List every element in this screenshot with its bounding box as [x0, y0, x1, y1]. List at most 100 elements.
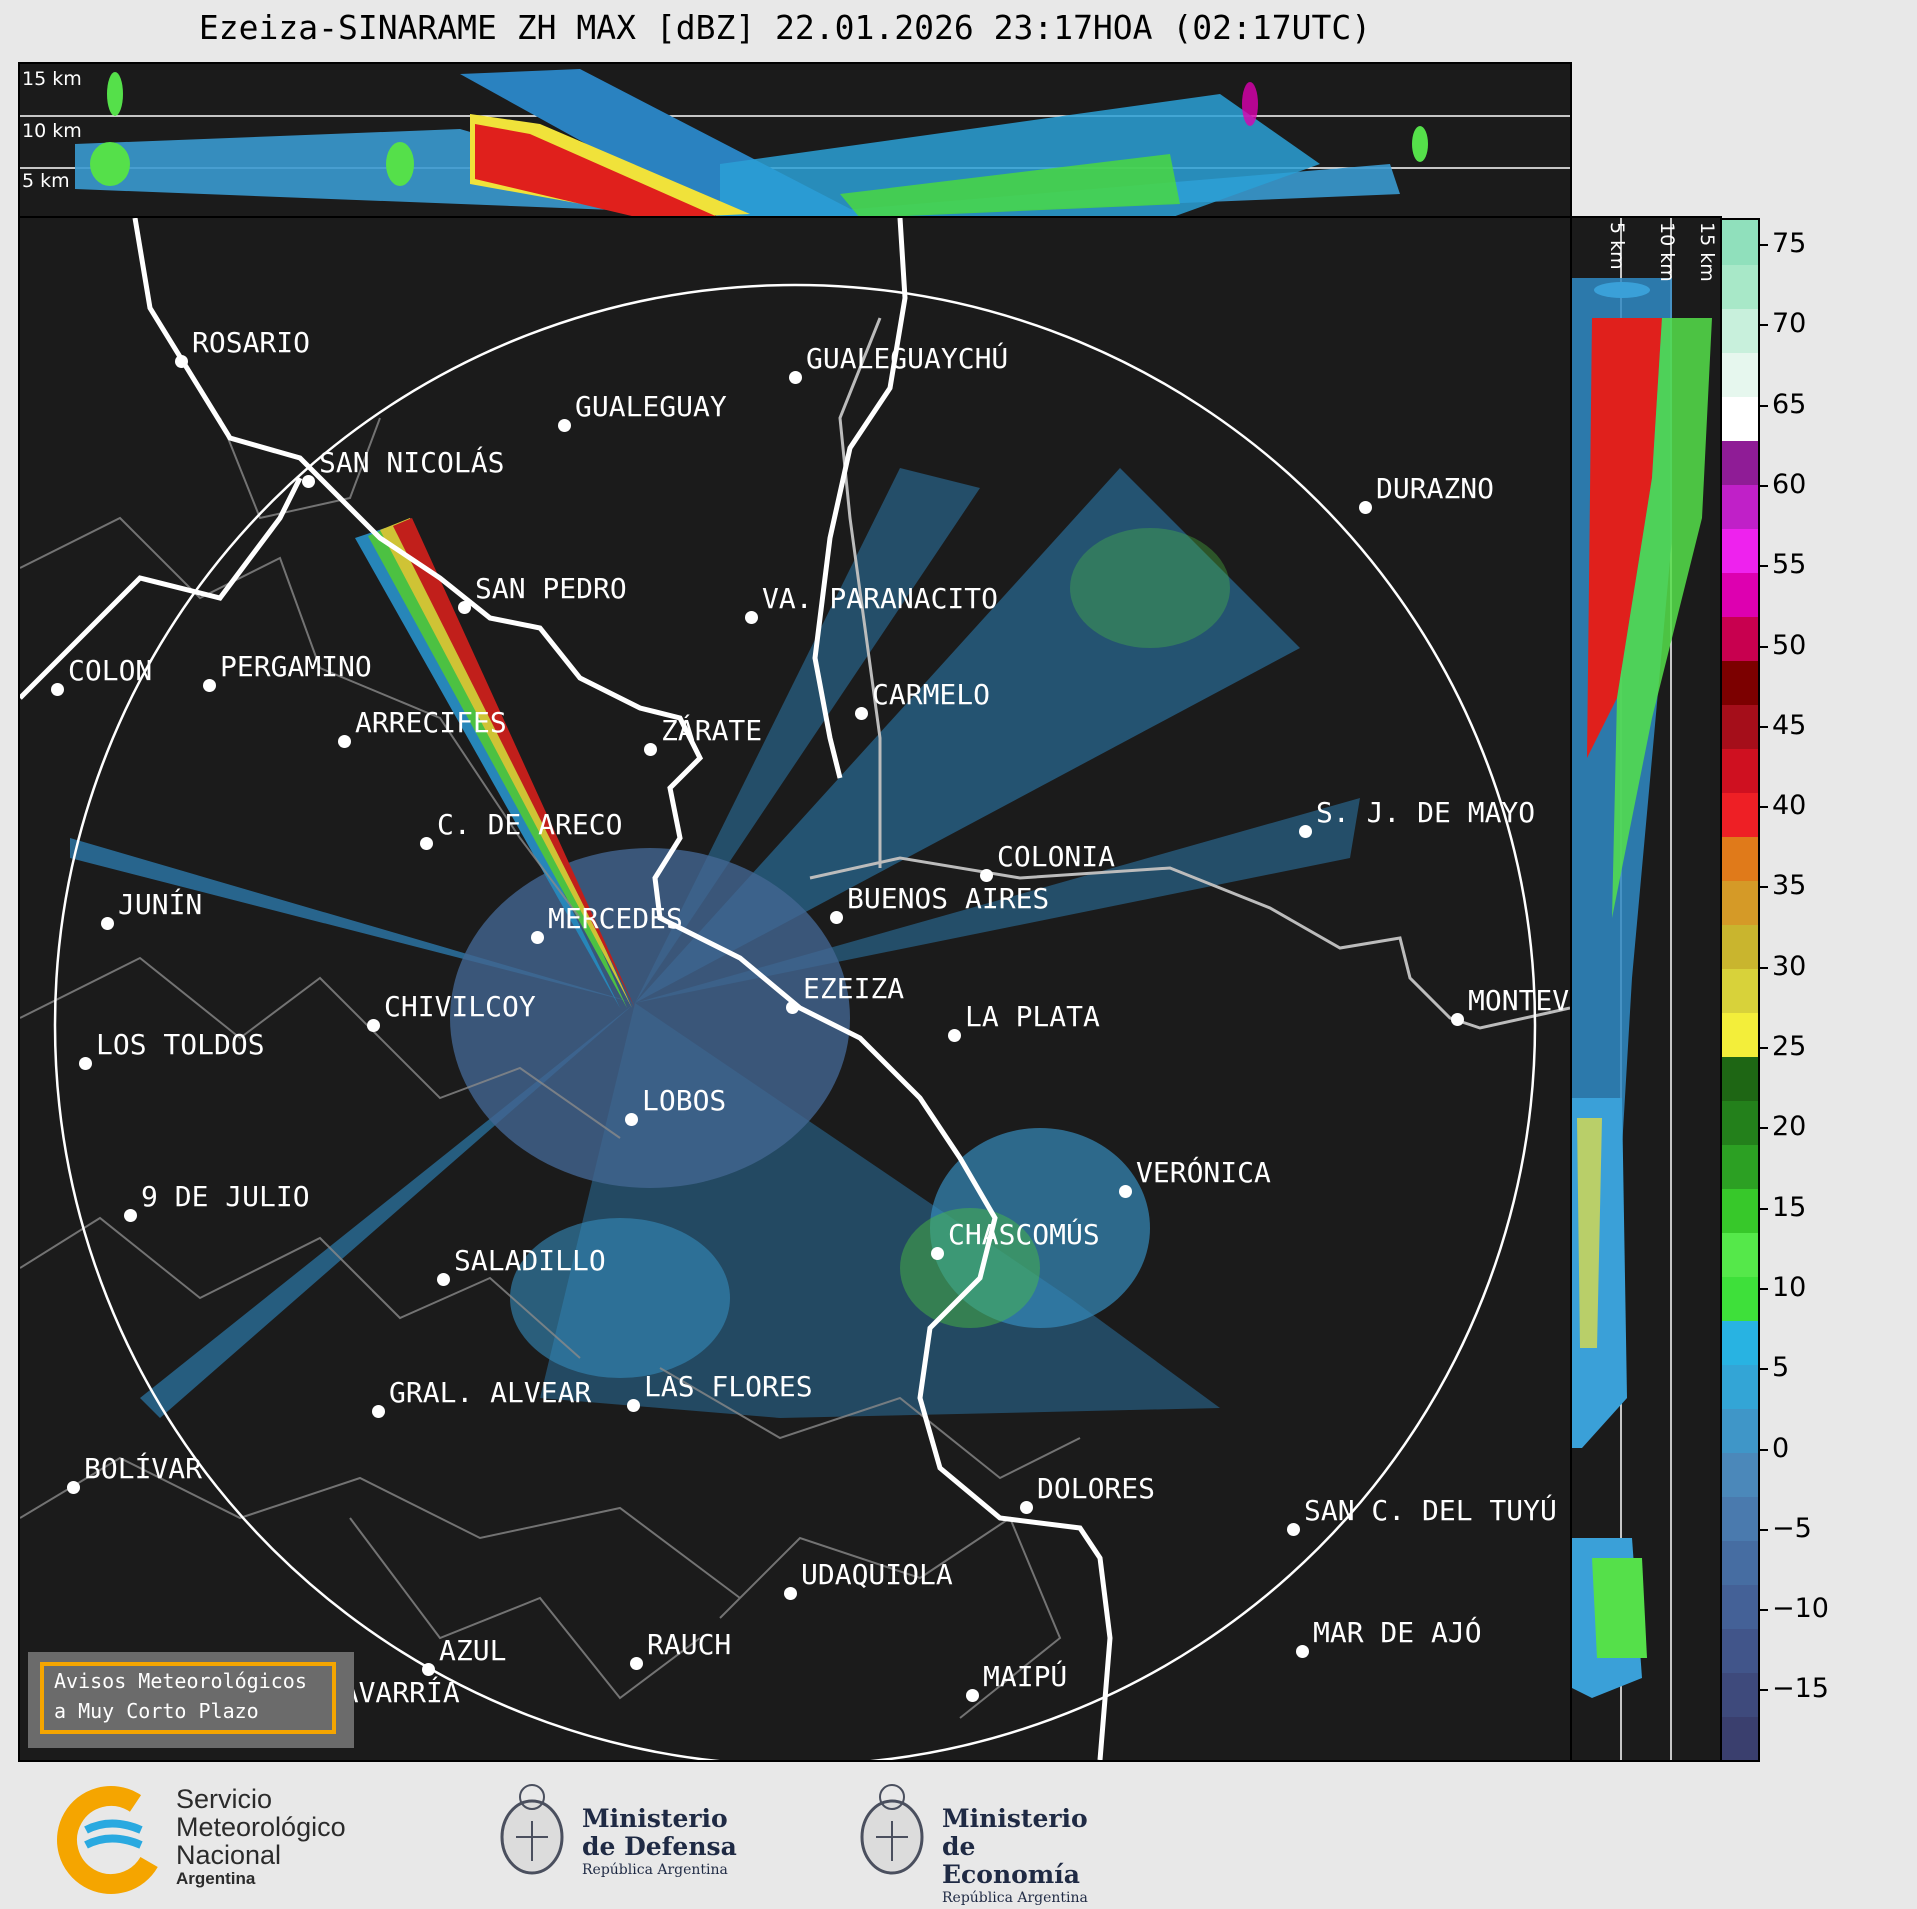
colorbar-segment	[1722, 660, 1758, 705]
side-profile-echo	[1572, 218, 1712, 1760]
colorbar-tick	[1758, 1609, 1768, 1612]
colorbar-segment	[1722, 1012, 1758, 1057]
colorbar-segment	[1722, 1188, 1758, 1233]
avisos-line-1: Avisos Meteorológicos	[54, 1669, 307, 1693]
colorbar-segment	[1722, 968, 1758, 1013]
colorbar-tick	[1758, 565, 1768, 568]
colorbar-segment	[1722, 572, 1758, 617]
colorbar-tick	[1758, 1689, 1768, 1692]
defensa-logo: Ministerio de Defensa República Argentin…	[494, 1775, 754, 1895]
colorbar-tick-label: 75	[1772, 228, 1807, 259]
colorbar-tick-label: 60	[1772, 468, 1807, 500]
economia-logo: Ministerio de Economía República Argenti…	[854, 1775, 1114, 1906]
colorbar-tick-label: 0	[1772, 1432, 1790, 1464]
colorbar-tick	[1758, 886, 1768, 889]
colorbar-segment	[1722, 528, 1758, 573]
colorbar-segment	[1722, 880, 1758, 925]
colorbar-tick-label: 10	[1772, 1271, 1807, 1303]
colorbar-tick	[1758, 1047, 1768, 1049]
smn-line-2: Meteorológico	[176, 1812, 346, 1842]
side-height-label-10km: 10 km	[1656, 222, 1678, 282]
colorbar-segment	[1722, 1672, 1758, 1717]
side-height-label-5km: 5 km	[1606, 222, 1628, 270]
colorbar-tick-label: 30	[1772, 950, 1807, 982]
avisos-line-2: a Muy Corto Plazo	[54, 1699, 259, 1723]
smn-logo: Servicio Meteorológico Nacional Argentin…	[56, 1785, 416, 1895]
avisos-badge-frame: Avisos Meteorológicos a Muy Corto Plazo	[40, 1662, 336, 1734]
colorbar-tick-label: 20	[1772, 1111, 1807, 1143]
colorbar-tick	[1758, 806, 1768, 809]
colorbar-segment	[1722, 1056, 1758, 1101]
colorbar-tick-label: 40	[1772, 790, 1807, 822]
colorbar-tick-label: 25	[1772, 1031, 1807, 1062]
defensa-line-2: de Defensa	[582, 1832, 737, 1861]
colorbar-tick	[1758, 1287, 1768, 1290]
colorbar-tick-label: 50	[1772, 629, 1807, 661]
economia-seal-icon	[860, 1784, 924, 1875]
colorbar-tick-label: 35	[1772, 870, 1807, 902]
economia-line-3: República Argentina	[942, 1890, 1088, 1906]
colorbar-tick-label: 70	[1772, 308, 1807, 340]
colorbar-segment	[1722, 1320, 1758, 1365]
colorbar-segment	[1722, 1364, 1758, 1409]
colorbar-tick-label: 65	[1772, 388, 1807, 420]
colorbar-segment	[1722, 1100, 1758, 1145]
colorbar-tick-label: −15	[1772, 1673, 1829, 1705]
height-label-10km: 10 km	[22, 120, 82, 142]
colorbar-tick	[1758, 484, 1768, 487]
colorbar-segment	[1722, 1716, 1758, 1760]
smn-line-1: Servicio	[176, 1784, 273, 1814]
colorbar-tick	[1758, 966, 1768, 969]
defensa-line-3: República Argentina	[582, 1862, 728, 1878]
top-height-profile: 15 km 10 km 5 km	[18, 62, 1572, 220]
colorbar-tick-label: 55	[1772, 549, 1807, 581]
colorbar-tick	[1758, 404, 1768, 407]
colorbar-segment	[1722, 1144, 1758, 1189]
avisos-badge[interactable]: Avisos Meteorológicos a Muy Corto Plazo	[28, 1652, 354, 1748]
colorbar-tick	[1758, 1207, 1768, 1210]
colorbar-tick	[1758, 1368, 1768, 1371]
colorbar-segment	[1722, 616, 1758, 661]
colorbar-tick-label: −10	[1772, 1593, 1829, 1625]
colorbar-segment	[1722, 1276, 1758, 1321]
smn-line-4: Argentina	[176, 1869, 256, 1888]
colorbar-tick-label: −5	[1772, 1512, 1812, 1544]
defensa-seal-icon	[500, 1784, 564, 1875]
colorbar-segment	[1722, 396, 1758, 441]
colorbar-segment	[1722, 704, 1758, 749]
colorbar-segment	[1722, 1628, 1758, 1673]
side-height-profile: 5 km 10 km 15 km	[1570, 216, 1722, 1762]
height-label-15km: 15 km	[22, 68, 82, 90]
colorbar-segment	[1722, 484, 1758, 529]
colorbar-segment	[1722, 264, 1758, 309]
colorbar-segment	[1722, 1408, 1758, 1453]
colorbar-segment	[1722, 924, 1758, 969]
colorbar-tick	[1758, 324, 1768, 327]
colorbar-segment	[1722, 792, 1758, 837]
colorbar-segment	[1722, 308, 1758, 353]
height-label-5km: 5 km	[22, 170, 70, 192]
colorbar-segment	[1722, 748, 1758, 793]
economia-line-1: Ministerio	[942, 1804, 1088, 1833]
defensa-line-1: Ministerio	[582, 1804, 728, 1833]
colorbar-segment	[1722, 1232, 1758, 1277]
radar-map: ROSARIO GUALEGUAYCHÚ GUALEGUAY SAN NICOL…	[18, 216, 1572, 1762]
colorbar-tick	[1758, 725, 1768, 728]
colorbar-segment	[1722, 1496, 1758, 1541]
colorbar-tick-label: 45	[1772, 709, 1807, 741]
colorbar-segment	[1722, 440, 1758, 485]
colorbar-tick-label: 5	[1772, 1352, 1790, 1384]
radar-map-graphics	[20, 218, 1570, 1760]
economia-line-2: de Economía	[942, 1832, 1080, 1889]
colorbar-segment	[1722, 352, 1758, 397]
reflectivity-colorbar	[1720, 218, 1760, 1762]
map-title: Ezeiza-SINARAME ZH MAX [dBZ] 22.01.2026 …	[198, 8, 1372, 47]
colorbar-segment	[1722, 1452, 1758, 1497]
colorbar-tick	[1758, 1528, 1768, 1531]
smn-line-3: Nacional	[176, 1840, 282, 1870]
side-height-label-15km: 15 km	[1696, 222, 1718, 282]
colorbar-tick	[1758, 1448, 1768, 1451]
colorbar-tick-label: 15	[1772, 1191, 1807, 1223]
colorbar-tick	[1758, 1127, 1768, 1130]
smn-logo-icon	[56, 1786, 165, 1894]
